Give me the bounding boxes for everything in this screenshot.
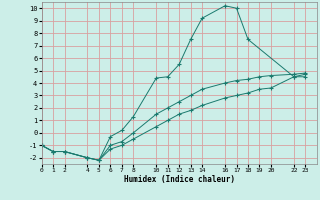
X-axis label: Humidex (Indice chaleur): Humidex (Indice chaleur) [124, 175, 235, 184]
